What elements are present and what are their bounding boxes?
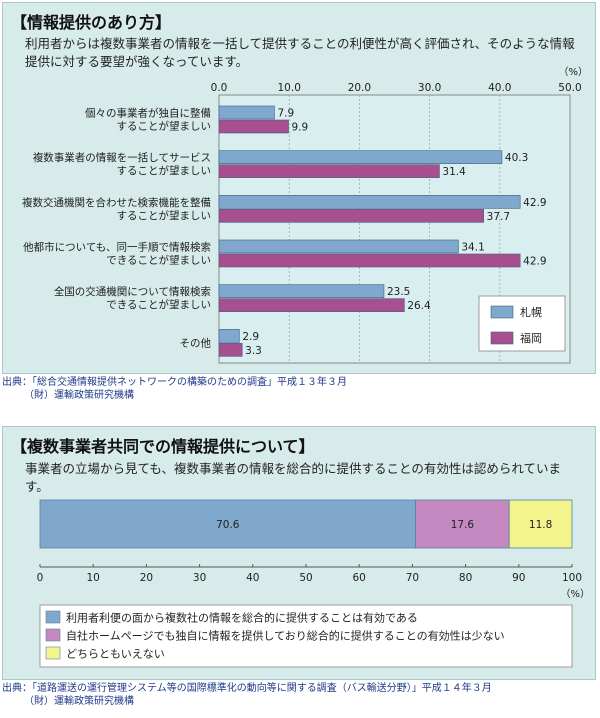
segment-value-label: 70.6 — [216, 519, 240, 531]
x-tick-label: 40 — [246, 572, 259, 584]
x-tick-label: 90 — [512, 572, 525, 584]
bar-value-label: 42.9 — [523, 197, 546, 209]
bar-value-label: 7.9 — [277, 108, 294, 120]
x-tick-label: 60 — [353, 572, 366, 584]
bar-value-label: 40.3 — [505, 152, 528, 164]
segment-value-label: 11.8 — [529, 519, 552, 531]
legend-swatch — [490, 331, 514, 345]
bar — [218, 119, 289, 134]
stacked-segment — [415, 499, 510, 549]
bar-value-label: 9.9 — [291, 122, 308, 134]
x-tick-label: 40.0 — [488, 82, 511, 94]
legend-label: 札幌 — [520, 305, 542, 319]
source-line: 出典：「総合交通情報提供ネットワークの構築のための調査」平成１３年３月 — [2, 377, 347, 388]
x-tick-label: 10.0 — [278, 82, 301, 94]
bar — [218, 209, 484, 223]
bar — [218, 343, 243, 357]
axis-unit: （%） — [560, 588, 590, 600]
bar-value-label: 37.7 — [487, 211, 510, 223]
category-label: することが望ましい — [117, 164, 212, 177]
segment-value-label: 17.6 — [451, 519, 475, 531]
bar — [218, 239, 459, 254]
legend-swatch — [45, 628, 61, 642]
bar-value-label: 23.5 — [387, 286, 410, 298]
x-tick-label: 0.0 — [211, 82, 228, 94]
x-tick-label: 30 — [193, 572, 206, 584]
x-tick-label: 20.0 — [348, 82, 371, 94]
x-tick-label: 50 — [299, 572, 312, 584]
category-label: することが望ましい — [117, 209, 212, 222]
x-tick-label: 70 — [406, 572, 419, 584]
bar — [218, 253, 521, 268]
bar-value-label: 42.9 — [523, 256, 546, 268]
category-label: 複数事業者の情報を一括してサービス — [33, 151, 211, 164]
category-label: できることが望ましい — [106, 254, 211, 267]
x-tick-label: 80 — [459, 572, 472, 584]
panel-description: 利用者からは複数事業者の情報を一括して提供することの利便性が高く評価され、そのよ… — [25, 36, 575, 69]
category-label: 複数交通機関を合わせた検索機能を整備 — [22, 196, 211, 209]
legend-box — [39, 604, 573, 668]
bar — [218, 164, 440, 178]
source-publisher: （財）運輸政策研究機構 — [24, 390, 134, 401]
category-label: 個々の事業者が独自に整備 — [85, 107, 211, 120]
bar-chart-svg-1: 0.0 10.0 20.0 30.0 40.0 50.0 （%） 7.9 9.9 個々の事業者が独… — [22, 66, 588, 364]
legend-label: 自社ホームページでも独自に情報を提供しており総合的に提供することの有効性は少ない — [66, 629, 505, 643]
x-tick-label: 10 — [87, 572, 100, 584]
bar-value-label: 26.4 — [407, 300, 431, 312]
legend-swatch — [45, 646, 61, 660]
stacked-segment — [508, 499, 573, 549]
bar — [218, 329, 240, 343]
bar-value-label: 2.9 — [242, 331, 259, 343]
source-line: 出典：「道路運送の運行管理システム等の国際標準化の動向等に関する調査（バス輸送分… — [2, 683, 492, 694]
category-label: その他 — [180, 336, 212, 349]
x-tick-label: 50.0 — [558, 82, 581, 94]
x-tick-label: 20 — [140, 572, 153, 584]
category-label: 全国の交通機関について情報検索 — [54, 285, 211, 298]
axis-unit: （%） — [558, 66, 588, 78]
x-tick-label: 0 — [37, 572, 44, 584]
legend-label: 利用者利便の面から複数社の情報を総合的に提供することは有効である — [66, 611, 418, 625]
bar — [218, 284, 385, 298]
panel-description: 事業者の立場から見ても、複数事業者の情報を総合的に提供することの有効性は認められ… — [25, 461, 562, 494]
category-label: することが望ましい — [117, 120, 212, 133]
legend-swatch — [45, 610, 61, 624]
bar — [218, 150, 503, 164]
x-tick-label: 100 — [562, 572, 582, 584]
legend-swatch — [490, 305, 514, 319]
bar — [218, 195, 521, 209]
x-tick-label: 30.0 — [418, 82, 441, 94]
source-note-2: 出典：「道路運送の運行管理システム等の国際標準化の動向等に関する調査（バス輸送分… — [2, 682, 492, 708]
panel-title: 【情報提供のあり方】 — [11, 13, 172, 32]
legend-label: どちらともいえない — [66, 648, 165, 661]
panel-title: 【複数事業者共同での情報提供について】 — [11, 437, 315, 456]
bar — [218, 298, 405, 312]
category-label: できることが望ましい — [106, 298, 211, 311]
source-publisher: （財）運輸政策研究機構 — [24, 696, 134, 707]
source-note-1: 出典：「総合交通情報提供ネットワークの構築のための調査」平成１３年３月 （財）運… — [2, 376, 347, 402]
bar-value-label: 3.3 — [245, 345, 262, 357]
bar-value-label: 34.1 — [461, 242, 484, 254]
legend-label: 福岡 — [520, 331, 542, 345]
bar — [218, 105, 275, 120]
stacked-segment — [39, 499, 416, 549]
bar-value-label: 31.4 — [442, 166, 466, 178]
category-label: 他都市についても、同一手順で情報検索 — [23, 241, 211, 254]
